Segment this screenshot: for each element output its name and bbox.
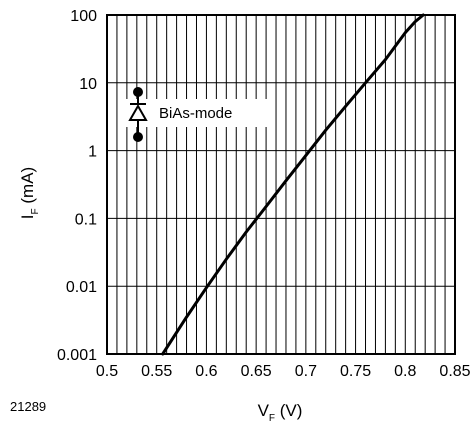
y-tick-label: 0.01 (66, 279, 97, 296)
x-tick-label: 0.8 (394, 363, 416, 380)
legend: BiAs-mode (124, 87, 274, 142)
x-tick-label: 0.5 (96, 363, 118, 380)
figure-id: 21289 (10, 399, 46, 414)
x-tick-label: 0.65 (241, 363, 272, 380)
y-tick-label: 1 (88, 144, 97, 161)
plot-area-frame (106, 14, 456, 355)
legend-label: BiAs-mode (159, 105, 232, 122)
x-axis-label: VF (V) (258, 401, 303, 424)
x-tick-labels: 0.5 0.55 0.6 0.65 0.7 0.75 0.8 0.85 (96, 363, 471, 380)
y-tick-label: 10 (79, 76, 97, 93)
y-tick-label: 0.1 (75, 211, 97, 228)
legend-background (124, 99, 274, 127)
x-tick-label: 0.55 (141, 363, 172, 380)
diode-icon (128, 87, 148, 142)
y-tick-label: 0.001 (57, 347, 97, 364)
y-axis-label: IF (mA) (18, 167, 41, 219)
x-tick-label: 0.85 (439, 363, 470, 380)
x-tick-label: 0.7 (295, 363, 317, 380)
y-tick-label: 100 (70, 8, 97, 25)
x-tick-label: 0.75 (340, 363, 371, 380)
series-line (161, 13, 425, 356)
x-tick-label: 0.6 (195, 363, 217, 380)
grid (107, 15, 455, 354)
y-tick-labels: 0.001 0.01 0.1 1 10 100 (57, 8, 97, 364)
